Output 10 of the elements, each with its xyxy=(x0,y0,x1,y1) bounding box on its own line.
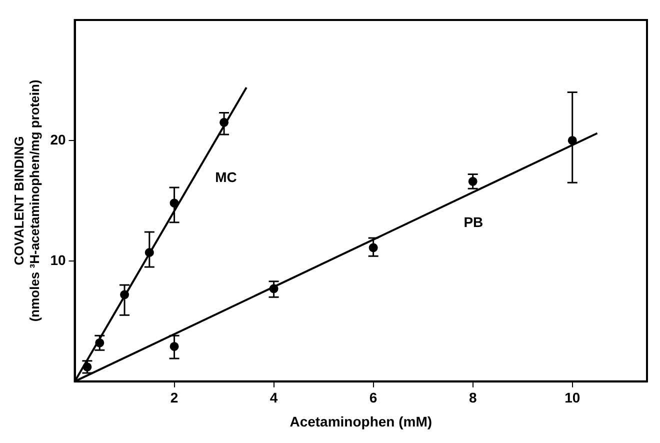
x-tick-label: 6 xyxy=(369,390,378,406)
y-tick-label: 20 xyxy=(50,131,66,148)
y-axis-title: COVALENT BINDING (nmoles ³H-acetaminophen/mg protein) xyxy=(11,80,42,322)
x-axis-title: Acetaminophen (mM) xyxy=(290,413,432,430)
x-tick-label: 4 xyxy=(270,390,278,406)
x-tick-label: 10 xyxy=(564,390,580,406)
x-tick-label: 2 xyxy=(170,390,178,406)
series-label: PB xyxy=(464,214,484,230)
x-tick-label: 8 xyxy=(468,390,477,406)
series-label: MC xyxy=(215,168,237,185)
